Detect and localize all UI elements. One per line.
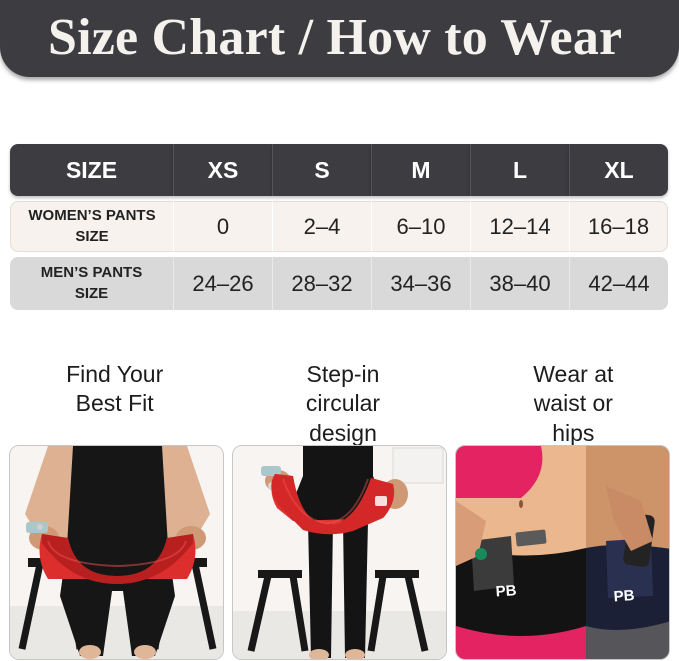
svg-text:PB: PB xyxy=(613,587,635,605)
svg-text:PB: PB xyxy=(495,582,517,600)
